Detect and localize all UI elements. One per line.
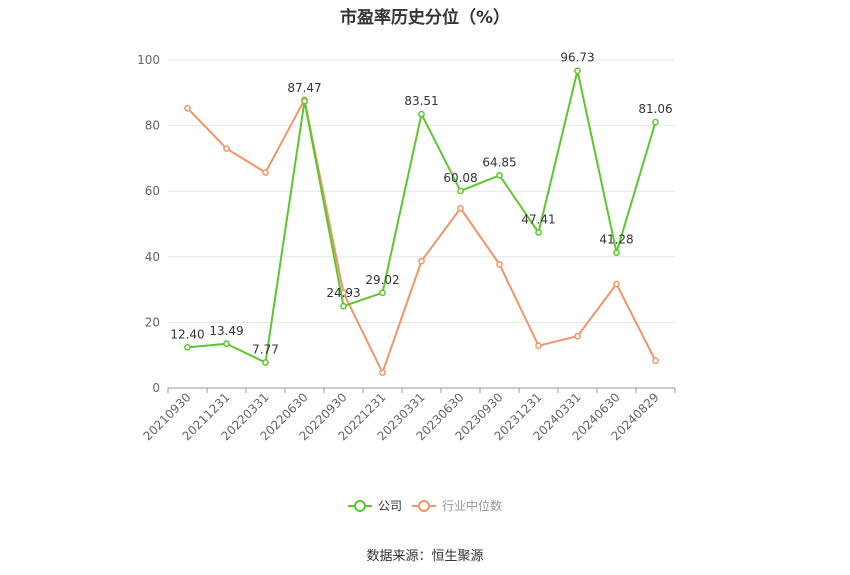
- series-point-0: [418, 110, 425, 118]
- y-tick-label: 100: [137, 53, 160, 67]
- series-point-0: [379, 289, 386, 297]
- series-point-0: [496, 171, 503, 179]
- series-point-1: [184, 104, 191, 112]
- y-tick-label: 0: [152, 381, 160, 395]
- data-label: 24.93: [326, 286, 360, 300]
- data-label: 41.28: [599, 233, 633, 247]
- series-point-0: [340, 302, 347, 310]
- series-point-0: [223, 340, 230, 348]
- data-label: 87.47: [287, 81, 321, 95]
- data-label: 47.41: [521, 212, 555, 226]
- series-point-1: [652, 357, 659, 365]
- data-label: 64.85: [482, 155, 516, 169]
- series-point-1: [262, 169, 269, 176]
- series-point-1: [535, 342, 542, 350]
- series-line-1: [186, 98, 657, 374]
- series-point-0: [574, 67, 581, 75]
- series-point-1: [613, 280, 620, 288]
- data-label: 7.77: [252, 343, 279, 357]
- data-label: 29.02: [365, 273, 399, 287]
- data-label: 60.08: [443, 171, 477, 185]
- y-tick-label: 20: [145, 315, 160, 329]
- series-point-0: [301, 97, 308, 105]
- series-point-0: [184, 343, 191, 351]
- data-label: 83.51: [404, 94, 438, 108]
- legend-label: 行业中位数: [442, 498, 502, 513]
- legend-swatch-marker: [418, 500, 430, 512]
- series-point-0: [613, 249, 620, 256]
- y-tick-label: 60: [145, 184, 160, 198]
- data-label: 96.73: [560, 51, 594, 65]
- source-note: 数据来源：恒生聚源: [366, 549, 484, 564]
- series-point-0: [457, 187, 464, 195]
- series-point-1: [223, 145, 230, 152]
- y-tick-label: 80: [145, 119, 160, 133]
- series-point-1: [418, 257, 425, 265]
- series-point-1: [574, 332, 581, 340]
- y-tick-label: 40: [145, 250, 160, 264]
- chart-title: 市盈率历史分位（%）: [339, 8, 511, 28]
- data-label: 81.06: [638, 102, 672, 116]
- series-point-0: [652, 118, 659, 126]
- data-label: 12.40: [170, 327, 204, 341]
- series-point-1: [379, 369, 386, 376]
- series-point-1: [496, 260, 503, 268]
- series-point-1: [457, 204, 464, 212]
- legend-label: 公司: [378, 499, 402, 513]
- data-label: 13.49: [209, 324, 243, 338]
- series-point-0: [535, 229, 542, 236]
- legend-swatch-marker: [354, 500, 366, 512]
- series-point-0: [262, 359, 269, 366]
